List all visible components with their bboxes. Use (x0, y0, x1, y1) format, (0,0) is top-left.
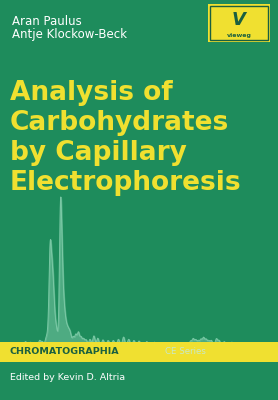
Text: Carbohydrates: Carbohydrates (10, 110, 229, 136)
Text: Electrophoresis: Electrophoresis (10, 170, 242, 196)
Text: Antje Klockow-Beck: Antje Klockow-Beck (12, 28, 127, 41)
FancyBboxPatch shape (208, 4, 270, 42)
Text: vieweg: vieweg (227, 33, 251, 38)
Text: Edited by Kevin D. Altria: Edited by Kevin D. Altria (10, 374, 125, 382)
Text: Analysis of: Analysis of (10, 80, 173, 106)
FancyBboxPatch shape (0, 342, 278, 362)
Text: by Capillary: by Capillary (10, 140, 187, 166)
Text: Aran Paulus: Aran Paulus (12, 15, 82, 28)
Text: V: V (232, 11, 246, 29)
Text: CE Series: CE Series (165, 348, 206, 356)
Text: CHROMATOGRAPHIA: CHROMATOGRAPHIA (10, 348, 120, 356)
